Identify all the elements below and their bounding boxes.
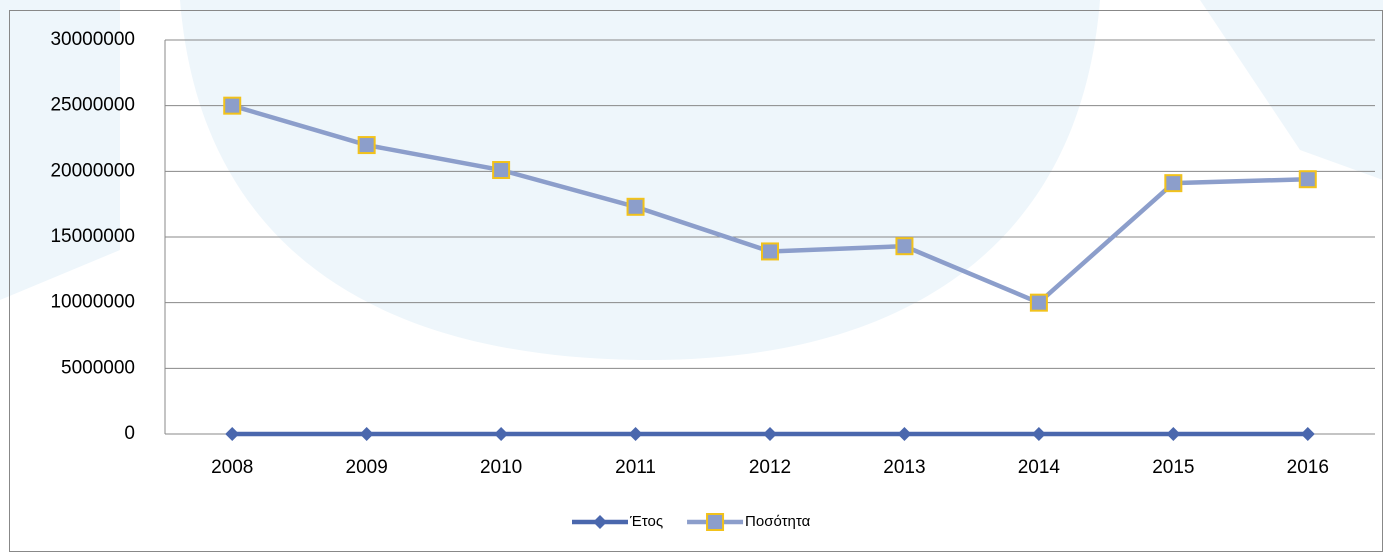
marker — [895, 237, 914, 256]
x-tick-label: 2012 — [749, 457, 791, 478]
marker — [593, 515, 607, 529]
x-tick-label: 2010 — [480, 457, 522, 478]
marker — [1166, 426, 1181, 441]
watermark — [0, 0, 1383, 360]
marker — [223, 96, 242, 115]
marker — [706, 513, 725, 531]
y-tick-label: 25000000 — [50, 95, 135, 116]
marker — [359, 426, 374, 441]
marker — [761, 242, 779, 261]
marker — [1029, 293, 1048, 312]
x-tick-label: 2008 — [211, 457, 253, 478]
y-tick-label: 5000000 — [61, 357, 135, 378]
y-tick-label: 20000000 — [50, 160, 135, 181]
marker — [492, 161, 511, 180]
marker — [1164, 174, 1183, 193]
x-tick-label: 2016 — [1287, 457, 1329, 478]
x-tick-label: 2014 — [1018, 457, 1061, 478]
y-tick-label: 0 — [124, 423, 135, 444]
x-tick-label: 2009 — [346, 457, 388, 478]
y-tick-label: 15000000 — [50, 226, 135, 247]
marker — [1298, 170, 1317, 189]
marker — [494, 426, 509, 441]
marker — [1300, 426, 1315, 441]
x-tick-label: 2011 — [615, 457, 656, 478]
marker — [357, 136, 376, 155]
marker — [225, 426, 240, 441]
legend-label: Ποσότητα — [745, 513, 811, 530]
legend-label: Έτος — [629, 513, 663, 530]
y-tick-label: 30000000 — [50, 29, 135, 50]
x-tick-label: 2015 — [1152, 457, 1194, 478]
marker — [763, 426, 777, 441]
x-tick-label: 2013 — [883, 457, 925, 478]
marker — [1031, 426, 1046, 441]
marker — [626, 197, 645, 216]
marker — [628, 426, 643, 441]
y-tick-label: 10000000 — [50, 292, 135, 313]
marker — [897, 426, 912, 441]
